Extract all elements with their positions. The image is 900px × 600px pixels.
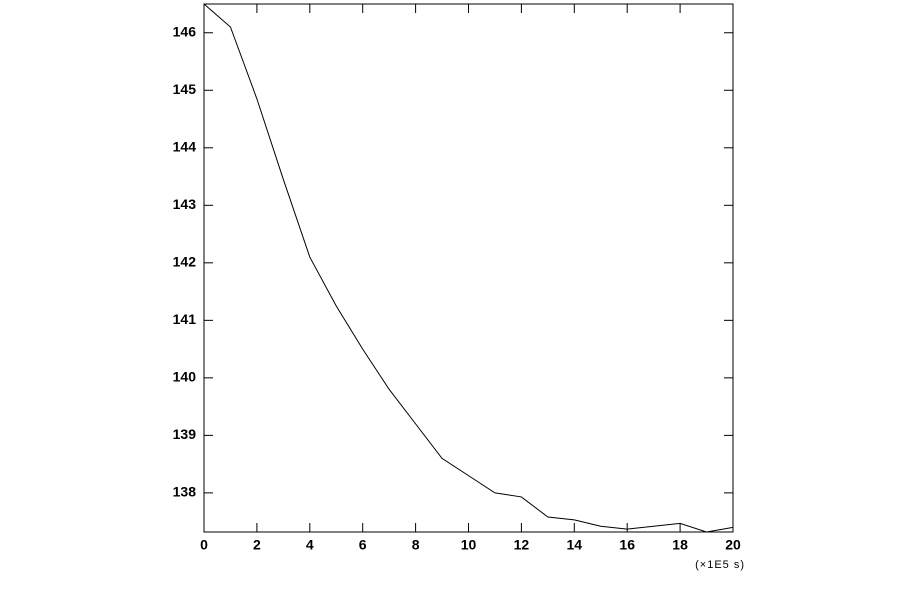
x-tick-label: 12 — [514, 537, 530, 553]
y-tick-label: 139 — [173, 426, 197, 442]
y-tick-label: 144 — [173, 138, 197, 154]
plot-frame — [203, 3, 734, 533]
x-tick-label: 4 — [306, 537, 314, 553]
y-tick-label: 138 — [173, 484, 197, 500]
x-unit-label: (×1E5 s) — [695, 559, 745, 571]
x-tick-label: 18 — [672, 537, 688, 553]
y-tick-label: 141 — [173, 311, 197, 327]
x-tick-label: 10 — [461, 537, 477, 553]
x-tick-label: 20 — [725, 537, 741, 553]
x-tick-label: 8 — [412, 537, 420, 553]
x-tick-label: 0 — [200, 537, 208, 553]
y-tick-label: 142 — [173, 254, 197, 270]
x-tick-label: 16 — [619, 537, 635, 553]
y-tick-label: 146 — [173, 23, 197, 39]
x-tick-label: 2 — [253, 537, 261, 553]
x-tick-label: 14 — [567, 537, 583, 553]
data-line — [203, 3, 734, 533]
y-tick-label: 143 — [173, 196, 197, 212]
x-tick-label: 6 — [359, 537, 367, 553]
y-tick-label: 140 — [173, 369, 197, 385]
y-tick-label: 145 — [173, 81, 197, 97]
